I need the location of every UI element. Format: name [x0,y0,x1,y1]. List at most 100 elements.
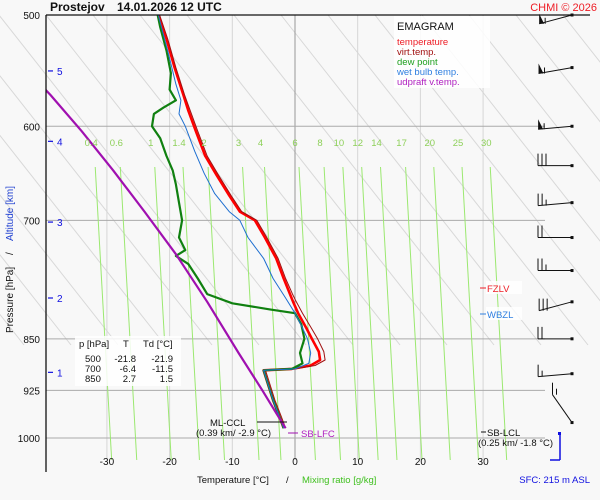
altitude-tick-label: 4 [57,137,63,148]
sb-lcl-label: SB-LCL [487,428,520,439]
wind-barb [538,63,574,74]
mixing-ratio-label: 2 [201,138,206,149]
copyright: CHMI © 2026 [530,2,597,14]
table-cell: 2.7 [123,374,136,385]
mixing-ratio-label: 14 [371,138,382,149]
series-dew-point [150,15,306,429]
altitude-tick-label: 5 [57,67,63,78]
mixing-ratio-line [119,166,138,460]
altitude-tick-label: 1 [57,368,63,379]
mixing-ratio-label: 0.4 [85,138,98,149]
barb-staff [552,394,573,423]
adiabat-line [468,14,600,183]
barb-station-dot [570,372,574,376]
datetime-title: 14.01.2026 12 UTC [117,0,222,14]
adiabat-line [0,75,213,346]
wind-barb [537,258,574,273]
mixing-ratio-line [298,166,316,460]
mixing-ratio-label: 1.4 [172,138,185,149]
sb-lfc-label: SB-LFC [301,429,335,440]
mixing-ratio-label: 3 [236,138,241,149]
table-cell: -21.8 [114,354,136,365]
barb-staff [538,202,573,207]
mixing-ratio-line [433,166,451,460]
axes: -30 -20 -10 0 10 20 30500600700850925100054321… [18,11,590,472]
mixing-ratio-line [154,166,172,460]
adiabat-line [0,134,166,346]
table-row: 850 2.7 1.5 [85,374,173,385]
x-axis-label: Temperature [°C] [197,475,269,486]
series-wet-bulb-temp [157,15,312,429]
barb-staff [539,14,573,25]
mixing-ratio-line [380,166,398,460]
adiabat-line [139,14,401,346]
y-tick-label: 1000 [18,434,41,445]
table-cell: 1.5 [160,374,173,385]
x-tick-label: 20 [415,457,427,468]
table-cell: -21.9 [151,354,173,365]
sfc-dot [558,432,561,435]
mixing-ratio-label: 17 [396,138,407,149]
wbzl-label: WBZL [487,310,513,321]
mixing-ratio-label: 0.6 [110,138,123,149]
series-udpraft-v-temp [46,88,287,429]
adiabat-line [92,14,354,346]
legend-updraft: udpraft v.temp. [397,77,460,88]
wind-barb [537,364,574,378]
table-row: 700 -6.4 -11.5 [85,364,173,375]
station-title: Prostejov [50,0,105,14]
barb-pennant [538,63,544,74]
table-cell: -6.4 [120,364,136,375]
adiabat-line [0,15,260,346]
fzlv-box [486,281,522,294]
wind-barb [537,326,574,341]
x-tick-label: 0 [292,457,298,468]
mixing-ratio-line [461,166,479,460]
mixing-ratio-label: 10 [334,138,345,149]
barb-station-dot [570,66,574,70]
y-tick-label: 700 [23,216,40,227]
table-box [75,336,181,386]
barb-station-dot [570,269,574,273]
x-axis-sep: / [286,475,289,486]
table-cell: 500 [85,354,101,365]
table-header-t: T [123,339,129,350]
y-axis-sep: / [5,252,16,255]
mixing-ratio-line [323,166,342,460]
mixing-ratio-label: 1 [148,138,153,149]
barb-station-dot [570,164,574,168]
x-tick-label: -10 [225,457,240,468]
barb-staff [538,373,573,378]
legend-dew-point: dew point [397,57,438,68]
legend-temperature: temperature [397,37,448,48]
mixing-ratio-lines [94,166,508,460]
barb-station-dot [570,300,574,304]
wind-barb [538,298,574,312]
altitude-tick-label: 2 [57,294,63,305]
mixing-ratio-line [242,166,260,460]
x-axis-label-2: Mixing ratio [g/kg] [302,475,376,486]
wind-barb [537,225,574,240]
mixing-ratio-label: 6 [292,138,297,149]
wind-barb [537,193,574,207]
table-cell: 850 [85,374,101,385]
table-header-td: Td [°C] [143,339,173,350]
legend-box [394,16,490,88]
x-tick-label: -30 [100,457,115,468]
wind-barb [551,382,574,425]
mixing-ratio-line [94,166,113,460]
barb-station-dot [570,124,574,128]
barb-station-dot [570,421,574,425]
sfc-label: SFC: 215 m ASL [519,475,590,486]
table-row: 500 -21.8 -21.9 [85,354,173,365]
mixing-ratio-line [342,166,360,460]
mixing-ratio-label: 20 [425,138,436,149]
x-tick-label: -20 [162,457,177,468]
legend-virt-temp: virt.temp. [397,47,436,58]
ml-ccl-label: ML-CCL [210,418,245,429]
legend-wet-bulb: wet bulb temp. [396,67,459,78]
y-tick-label: 850 [23,335,40,346]
adiabat-line [0,254,72,346]
adiabat-line [186,14,448,346]
